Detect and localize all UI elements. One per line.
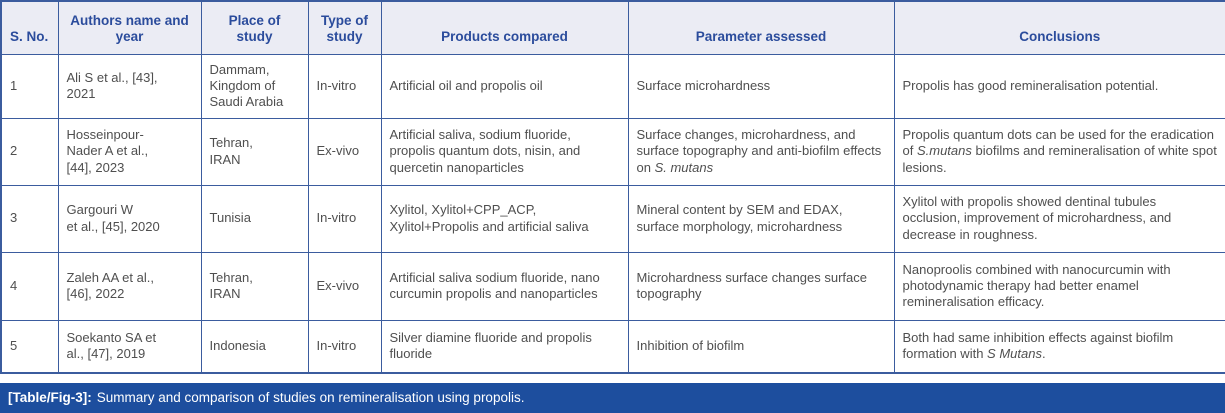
cell-sno: 4 — [0, 251, 59, 321]
cell-products: Artificial saliva, sodium fluoride, prop… — [380, 117, 629, 186]
cell-parameter: Microhardness surface changes surface to… — [627, 251, 895, 321]
cell-type: Ex-vivo — [307, 117, 382, 186]
cell-sno: 3 — [0, 184, 59, 253]
table-caption: [Table/Fig-3]: Summary and comparison of… — [0, 383, 1225, 413]
cell-products: Silver diamine fluoride and propolis flu… — [380, 319, 629, 374]
cell-sno: 2 — [0, 117, 59, 186]
column-header-place: Place of study — [200, 0, 309, 55]
table-row: 3 Gargouri W et al., [45], 2020 Tunisia … — [0, 184, 1225, 253]
column-header-products: Products compared — [380, 0, 629, 55]
header-row: S. No. Authors name and year Place of st… — [0, 0, 1225, 55]
cell-conclusions: Nanoproolis combined with nanocurcumin w… — [893, 251, 1225, 321]
table-row: 4 Zaleh AA et al., [46], 2022 Tehran, IR… — [0, 251, 1225, 321]
table-row: 2 Hosseinpour- Nader A et al., [44], 202… — [0, 117, 1225, 186]
table-row: 5 Soekanto SA et al., [47], 2019 Indones… — [0, 319, 1225, 374]
column-header-sno: S. No. — [0, 0, 59, 55]
cell-products: Artificial oil and propolis oil — [380, 53, 629, 119]
cell-place: Dammam, Kingdom of Saudi Arabia — [200, 53, 309, 119]
cell-parameter: Inhibition of biofilm — [627, 319, 895, 374]
cell-products: Xylitol, Xylitol+CPP_ACP, Xylitol+Propol… — [380, 184, 629, 253]
cell-authors: Ali S et al., [43], 2021 — [57, 53, 202, 119]
cell-place: Tunisia — [200, 184, 309, 253]
cell-products: Artificial saliva sodium fluoride, nano … — [380, 251, 629, 321]
cell-parameter: Surface microhardness — [627, 53, 895, 119]
table-caption-label: [Table/Fig-3]: — [8, 390, 92, 405]
cell-conclusions: Propolis quantum dots can be used for th… — [893, 117, 1225, 186]
cell-place: Indonesia — [200, 319, 309, 374]
cell-authors: Zaleh AA et al., [46], 2022 — [57, 251, 202, 321]
column-header-conclusions: Conclusions — [893, 0, 1225, 55]
cell-conclusions: Both had same inhibition effects against… — [893, 319, 1225, 374]
studies-table: S. No. Authors name and year Place of st… — [0, 0, 1225, 374]
cell-place: Tehran, IRAN — [200, 117, 309, 186]
cell-authors: Soekanto SA et al., [47], 2019 — [57, 319, 202, 374]
cell-conclusions: Propolis has good remineralisation poten… — [893, 53, 1225, 119]
column-header-authors: Authors name and year — [57, 0, 202, 55]
column-header-type: Type of study — [307, 0, 382, 55]
cell-place: Tehran, IRAN — [200, 251, 309, 321]
cell-sno: 1 — [0, 53, 59, 119]
cell-authors: Hosseinpour- Nader A et al., [44], 2023 — [57, 117, 202, 186]
cell-type: Ex-vivo — [307, 251, 382, 321]
cell-conclusions: Xylitol with propolis showed dentinal tu… — [893, 184, 1225, 253]
cell-parameter: Surface changes, microhardness, and surf… — [627, 117, 895, 186]
column-header-parameter: Parameter assessed — [627, 0, 895, 55]
cell-parameter: Mineral content by SEM and EDAX, surface… — [627, 184, 895, 253]
cell-type: In-vitro — [307, 53, 382, 119]
cell-authors: Gargouri W et al., [45], 2020 — [57, 184, 202, 253]
table-caption-text: Summary and comparison of studies on rem… — [96, 390, 525, 405]
cell-type: In-vitro — [307, 319, 382, 374]
table-row: 1 Ali S et al., [43], 2021 Dammam, Kingd… — [0, 53, 1225, 119]
cell-sno: 5 — [0, 319, 59, 374]
cell-type: In-vitro — [307, 184, 382, 253]
